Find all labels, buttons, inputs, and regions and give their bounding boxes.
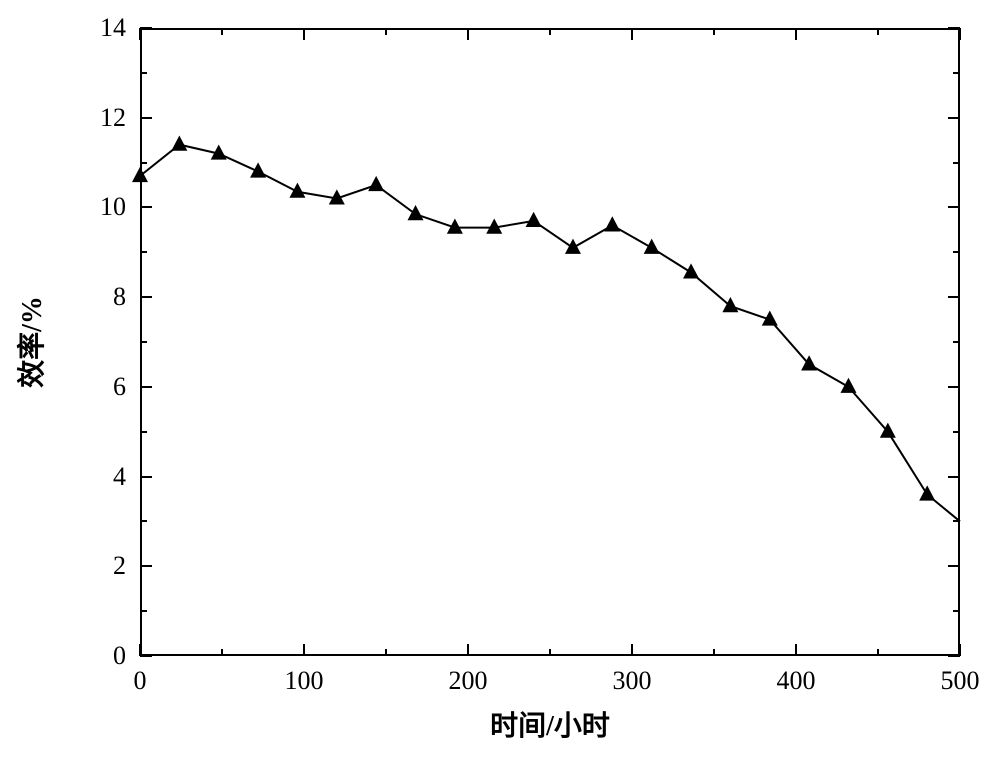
x-major-tick <box>795 644 797 656</box>
series-marker <box>565 239 581 254</box>
series-marker <box>368 176 384 191</box>
x-major-tick <box>303 28 305 40</box>
y-minor-tick <box>140 251 147 253</box>
y-minor-tick <box>953 251 960 253</box>
x-tick-label: 300 <box>613 666 652 696</box>
x-major-tick <box>139 28 141 40</box>
x-minor-tick <box>221 649 223 656</box>
y-minor-tick <box>140 341 147 343</box>
x-minor-tick <box>549 28 551 35</box>
y-tick-label: 8 <box>0 282 126 312</box>
x-tick-label: 500 <box>941 666 980 696</box>
y-minor-tick <box>953 520 960 522</box>
series-marker <box>644 239 660 254</box>
x-minor-tick <box>221 28 223 35</box>
series-marker <box>526 212 542 227</box>
y-minor-tick <box>953 72 960 74</box>
x-tick-label: 400 <box>777 666 816 696</box>
y-minor-tick <box>140 610 147 612</box>
y-minor-tick <box>953 341 960 343</box>
y-major-tick <box>948 386 960 388</box>
x-major-tick <box>959 644 961 656</box>
y-major-tick <box>948 476 960 478</box>
series-marker <box>171 136 187 151</box>
series-marker <box>722 297 738 312</box>
series-marker <box>919 485 935 500</box>
series-marker <box>132 167 148 182</box>
x-tick-label: 100 <box>285 666 324 696</box>
x-tick-label: 0 <box>134 666 147 696</box>
y-major-tick <box>948 565 960 567</box>
series-marker <box>289 183 305 198</box>
y-major-tick <box>140 655 152 657</box>
y-minor-tick <box>140 72 147 74</box>
y-major-tick <box>140 117 152 119</box>
x-major-tick <box>467 28 469 40</box>
y-major-tick <box>948 206 960 208</box>
series-line <box>140 145 960 522</box>
x-major-tick <box>467 644 469 656</box>
series-marker <box>840 378 856 393</box>
y-major-tick <box>140 565 152 567</box>
y-tick-label: 4 <box>0 462 126 492</box>
y-major-tick <box>140 386 152 388</box>
y-major-tick <box>140 206 152 208</box>
y-tick-label: 12 <box>0 103 126 133</box>
y-major-tick <box>948 117 960 119</box>
x-major-tick <box>303 644 305 656</box>
x-minor-tick <box>713 28 715 35</box>
y-minor-tick <box>953 162 960 164</box>
series-marker <box>683 263 699 278</box>
series-marker <box>408 205 424 220</box>
y-tick-label: 6 <box>0 372 126 402</box>
y-tick-label: 10 <box>0 192 126 222</box>
x-major-tick <box>631 28 633 40</box>
y-minor-tick <box>140 431 147 433</box>
y-tick-label: 0 <box>0 641 126 671</box>
y-tick-label: 14 <box>0 13 126 43</box>
chart-container: 效率/% 时间/小时 024681012140100200300400500 <box>0 0 1000 761</box>
x-minor-tick <box>877 28 879 35</box>
y-tick-label: 2 <box>0 551 126 581</box>
data-series <box>0 0 1000 761</box>
y-major-tick <box>140 27 152 29</box>
x-minor-tick <box>877 649 879 656</box>
y-minor-tick <box>140 162 147 164</box>
x-minor-tick <box>385 649 387 656</box>
y-major-tick <box>140 296 152 298</box>
x-tick-label: 200 <box>449 666 488 696</box>
y-minor-tick <box>953 610 960 612</box>
x-minor-tick <box>713 649 715 656</box>
x-major-tick <box>795 28 797 40</box>
x-major-tick <box>139 644 141 656</box>
x-minor-tick <box>385 28 387 35</box>
x-major-tick <box>959 28 961 40</box>
y-minor-tick <box>140 520 147 522</box>
y-minor-tick <box>953 431 960 433</box>
series-marker <box>604 216 620 231</box>
x-major-tick <box>631 644 633 656</box>
x-minor-tick <box>549 649 551 656</box>
y-major-tick <box>948 296 960 298</box>
y-major-tick <box>140 476 152 478</box>
